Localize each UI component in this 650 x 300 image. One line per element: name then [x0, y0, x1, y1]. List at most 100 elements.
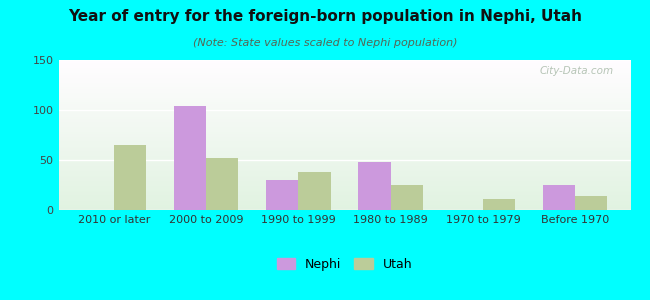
- Bar: [58, 172, 630, 173]
- Bar: [58, 209, 630, 210]
- Bar: [58, 121, 630, 122]
- Bar: [58, 191, 630, 192]
- Bar: [58, 141, 630, 142]
- Bar: [58, 82, 630, 83]
- Bar: [58, 160, 630, 161]
- Bar: [58, 204, 630, 205]
- Bar: [58, 205, 630, 206]
- Bar: [58, 164, 630, 165]
- Bar: [58, 129, 630, 130]
- Bar: [58, 158, 630, 159]
- Bar: [58, 166, 630, 167]
- Bar: [58, 171, 630, 172]
- Bar: [58, 87, 630, 88]
- Bar: [58, 208, 630, 209]
- Bar: [58, 173, 630, 174]
- Bar: [58, 146, 630, 147]
- Bar: [58, 126, 630, 127]
- Bar: [58, 84, 630, 85]
- Bar: [206, 158, 239, 210]
- Bar: [58, 104, 630, 105]
- Bar: [58, 136, 630, 137]
- Bar: [58, 180, 630, 181]
- Bar: [58, 85, 630, 86]
- Text: Year of entry for the foreign-born population in Nephi, Utah: Year of entry for the foreign-born popul…: [68, 9, 582, 24]
- Bar: [58, 190, 630, 191]
- Bar: [58, 110, 630, 111]
- Bar: [58, 117, 630, 118]
- Bar: [58, 89, 630, 90]
- Bar: [58, 107, 630, 108]
- Bar: [58, 94, 630, 95]
- Legend: Nephi, Utah: Nephi, Utah: [272, 253, 417, 276]
- Bar: [58, 114, 630, 115]
- Bar: [58, 64, 630, 65]
- Bar: [58, 63, 630, 64]
- Bar: [58, 123, 630, 124]
- Text: (Note: State values scaled to Nephi population): (Note: State values scaled to Nephi popu…: [193, 38, 457, 47]
- Text: City-Data.com: City-Data.com: [540, 66, 614, 76]
- Bar: [58, 179, 630, 180]
- Bar: [58, 159, 630, 160]
- Bar: [58, 203, 630, 204]
- Bar: [58, 185, 630, 186]
- Bar: [58, 161, 630, 162]
- Bar: [58, 196, 630, 197]
- Bar: [58, 145, 630, 146]
- Bar: [58, 85, 630, 86]
- Bar: [58, 61, 630, 62]
- Bar: [58, 88, 630, 89]
- Bar: [483, 199, 515, 210]
- Bar: [58, 144, 630, 145]
- Bar: [58, 90, 630, 91]
- Bar: [58, 111, 630, 112]
- Bar: [58, 96, 630, 97]
- Bar: [58, 113, 630, 114]
- Bar: [58, 154, 630, 155]
- Bar: [58, 138, 630, 139]
- Bar: [58, 106, 630, 107]
- Bar: [298, 172, 331, 210]
- Bar: [174, 106, 206, 210]
- Bar: [58, 69, 630, 70]
- Bar: [58, 186, 630, 187]
- Bar: [58, 62, 630, 63]
- Bar: [58, 116, 630, 117]
- Bar: [58, 67, 630, 68]
- Bar: [58, 74, 630, 75]
- Bar: [58, 168, 630, 169]
- Bar: [391, 185, 423, 210]
- Bar: [58, 194, 630, 195]
- Bar: [58, 79, 630, 80]
- Bar: [58, 119, 630, 120]
- Bar: [58, 184, 630, 185]
- Bar: [58, 68, 630, 69]
- Bar: [58, 122, 630, 123]
- Bar: [58, 169, 630, 170]
- Bar: [58, 91, 630, 92]
- Bar: [58, 101, 630, 102]
- Bar: [58, 187, 630, 188]
- Bar: [58, 195, 630, 196]
- Bar: [58, 207, 630, 208]
- Bar: [58, 167, 630, 168]
- Bar: [58, 199, 630, 200]
- Bar: [58, 72, 630, 73]
- Bar: [58, 105, 630, 106]
- Bar: [575, 196, 608, 210]
- Bar: [58, 176, 630, 177]
- Bar: [58, 169, 630, 170]
- Bar: [58, 183, 630, 184]
- Bar: [58, 75, 630, 76]
- Bar: [58, 120, 630, 121]
- Bar: [58, 175, 630, 176]
- Bar: [58, 192, 630, 193]
- Bar: [58, 108, 630, 109]
- Bar: [58, 130, 630, 131]
- Bar: [58, 127, 630, 128]
- Bar: [58, 102, 630, 103]
- Bar: [58, 60, 630, 61]
- Bar: [58, 132, 630, 133]
- Bar: [58, 82, 630, 83]
- Bar: [58, 103, 630, 104]
